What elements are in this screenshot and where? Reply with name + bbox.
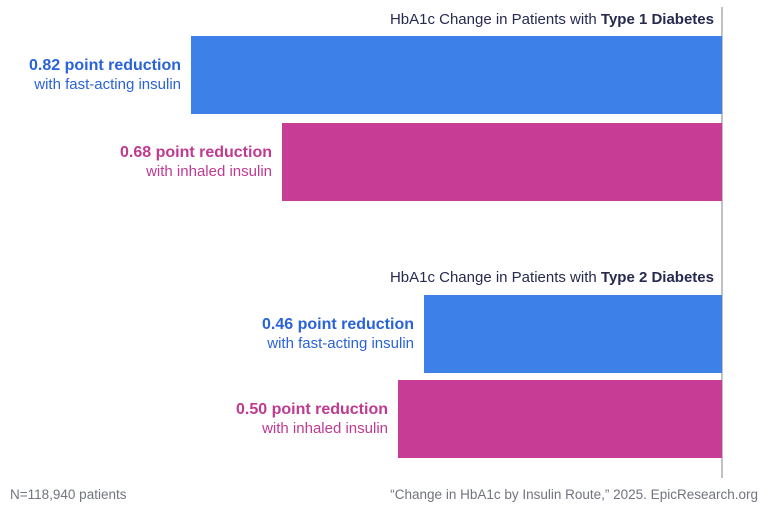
chart-title-type2-bold: Type 2 Diabetes xyxy=(600,269,714,286)
chart-title-type1-bold: Type 1 Diabetes xyxy=(600,11,714,28)
bar-value-type2-fast-acting: 0.46 point reduction xyxy=(261,316,414,333)
bar-label-type2-fast-acting: 0.46 point reduction with fast-acting in… xyxy=(262,295,414,373)
vertical-baseline-axis xyxy=(721,7,723,478)
chart-title-type2: HbA1c Change in Patients with Type 2 Dia… xyxy=(390,268,714,287)
bar-type2-fast-acting xyxy=(424,295,722,373)
bar-sublabel-type2-fast-acting: with fast-acting insulin xyxy=(267,335,414,352)
bar-sublabel-type1-fast-acting: with fast-acting insulin xyxy=(34,76,181,93)
source-citation: “Change in HbA1c by Insulin Route,” 2025… xyxy=(390,487,758,502)
bar-type2-inhaled xyxy=(398,380,722,458)
bar-type1-inhaled xyxy=(282,123,722,201)
bar-value-type2-inhaled: 0.50 point reduction xyxy=(235,401,388,418)
bar-label-type1-inhaled: 0.68 point reduction with inhaled insuli… xyxy=(120,123,272,201)
chart-title-type1-prefix: HbA1c Change in Patients with xyxy=(389,11,601,28)
bar-sublabel-type2-inhaled: with inhaled insulin xyxy=(262,420,388,437)
chart-title-type2-prefix: HbA1c Change in Patients with xyxy=(389,269,601,286)
bar-type1-fast-acting xyxy=(191,36,722,114)
bar-label-type2-inhaled: 0.50 point reduction with inhaled insuli… xyxy=(236,380,388,458)
bar-value-type1-fast-acting: 0.82 point reduction xyxy=(28,57,181,74)
bar-value-type1-inhaled: 0.68 point reduction xyxy=(119,144,272,161)
sample-size-note: N=118,940 patients xyxy=(10,487,127,502)
bar-label-type1-fast-acting: 0.82 point reduction with fast-acting in… xyxy=(29,36,181,114)
chart-title-type1: HbA1c Change in Patients with Type 1 Dia… xyxy=(390,10,714,29)
bar-sublabel-type1-inhaled: with inhaled insulin xyxy=(146,163,272,180)
